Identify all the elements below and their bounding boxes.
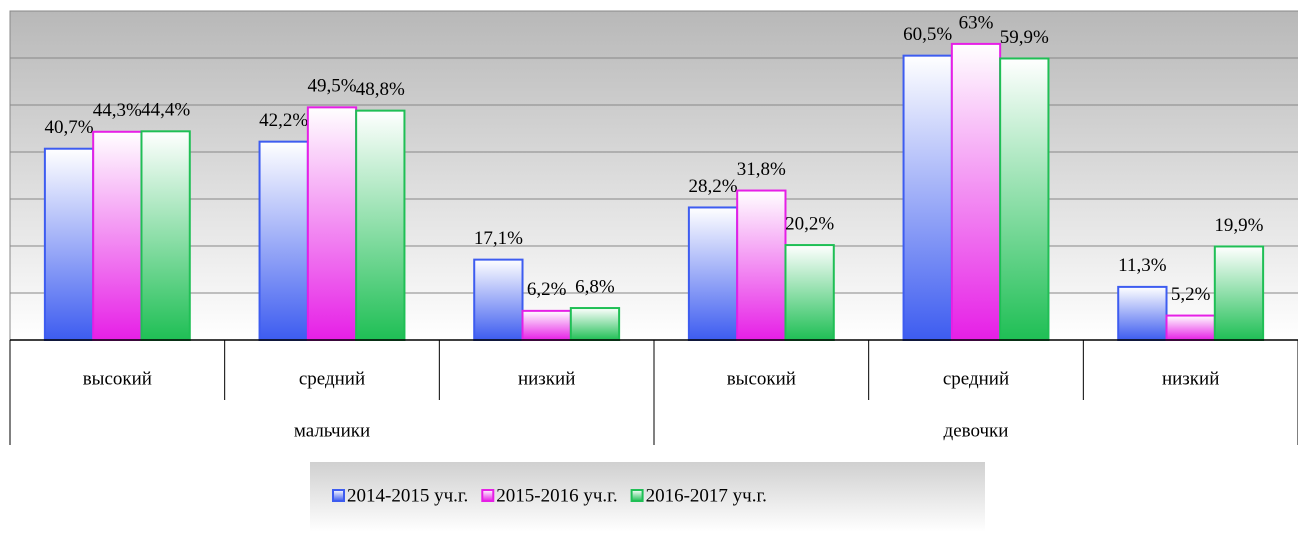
bar xyxy=(306,106,358,341)
x-tick-label: высокий xyxy=(727,368,796,389)
bar xyxy=(736,189,787,341)
data-label: 40,7% xyxy=(44,117,93,138)
legend-swatch xyxy=(481,489,495,502)
bar xyxy=(258,140,309,341)
data-label: 44,4% xyxy=(141,100,190,121)
legend-label: 2015-2016 уч.г. xyxy=(496,485,617,506)
group-label: мальчики xyxy=(294,420,370,441)
bar xyxy=(950,42,1002,342)
bar xyxy=(1165,314,1216,341)
data-label: 5,2% xyxy=(1171,284,1211,305)
bar xyxy=(1117,285,1168,342)
data-label: 6,8% xyxy=(575,276,615,297)
bar xyxy=(999,57,1050,341)
data-label: 63% xyxy=(959,12,994,33)
data-label: 31,8% xyxy=(737,159,786,180)
data-label: 42,2% xyxy=(259,110,308,131)
data-label: 20,2% xyxy=(785,213,834,234)
data-label: 48,8% xyxy=(356,79,405,100)
legend-label: 2016-2017 уч.г. xyxy=(646,485,767,506)
bar xyxy=(43,147,95,341)
data-label: 6,2% xyxy=(527,279,567,300)
data-label: 44,3% xyxy=(93,100,142,121)
data-label: 60,5% xyxy=(903,24,952,45)
data-label: 49,5% xyxy=(307,76,356,97)
data-label: 59,9% xyxy=(1000,27,1049,48)
data-label: 19,9% xyxy=(1214,215,1263,236)
bar xyxy=(521,309,572,341)
x-tick-label: низкий xyxy=(518,368,575,389)
data-label: 11,3% xyxy=(1118,255,1167,276)
bar xyxy=(902,54,953,342)
bar xyxy=(784,244,835,341)
legend-swatch xyxy=(332,489,345,502)
data-label: 17,1% xyxy=(474,228,523,249)
bar xyxy=(569,307,621,342)
x-tick-label: средний xyxy=(943,368,1009,389)
bar xyxy=(687,206,739,341)
legend-swatch xyxy=(630,489,644,502)
legend-label: 2014-2015 уч.г. xyxy=(347,485,468,506)
bar xyxy=(355,109,406,341)
x-tick-label: средний xyxy=(299,368,365,389)
data-label: 28,2% xyxy=(688,176,737,197)
bar xyxy=(473,258,524,342)
plot-area xyxy=(9,10,1298,341)
bar xyxy=(140,130,191,341)
bar xyxy=(1213,245,1265,341)
bar xyxy=(92,130,143,341)
x-tick-label: высокий xyxy=(83,368,152,389)
x-tick-label: низкий xyxy=(1162,368,1219,389)
legend-box xyxy=(310,462,985,532)
group-label: девочки xyxy=(944,420,1009,441)
